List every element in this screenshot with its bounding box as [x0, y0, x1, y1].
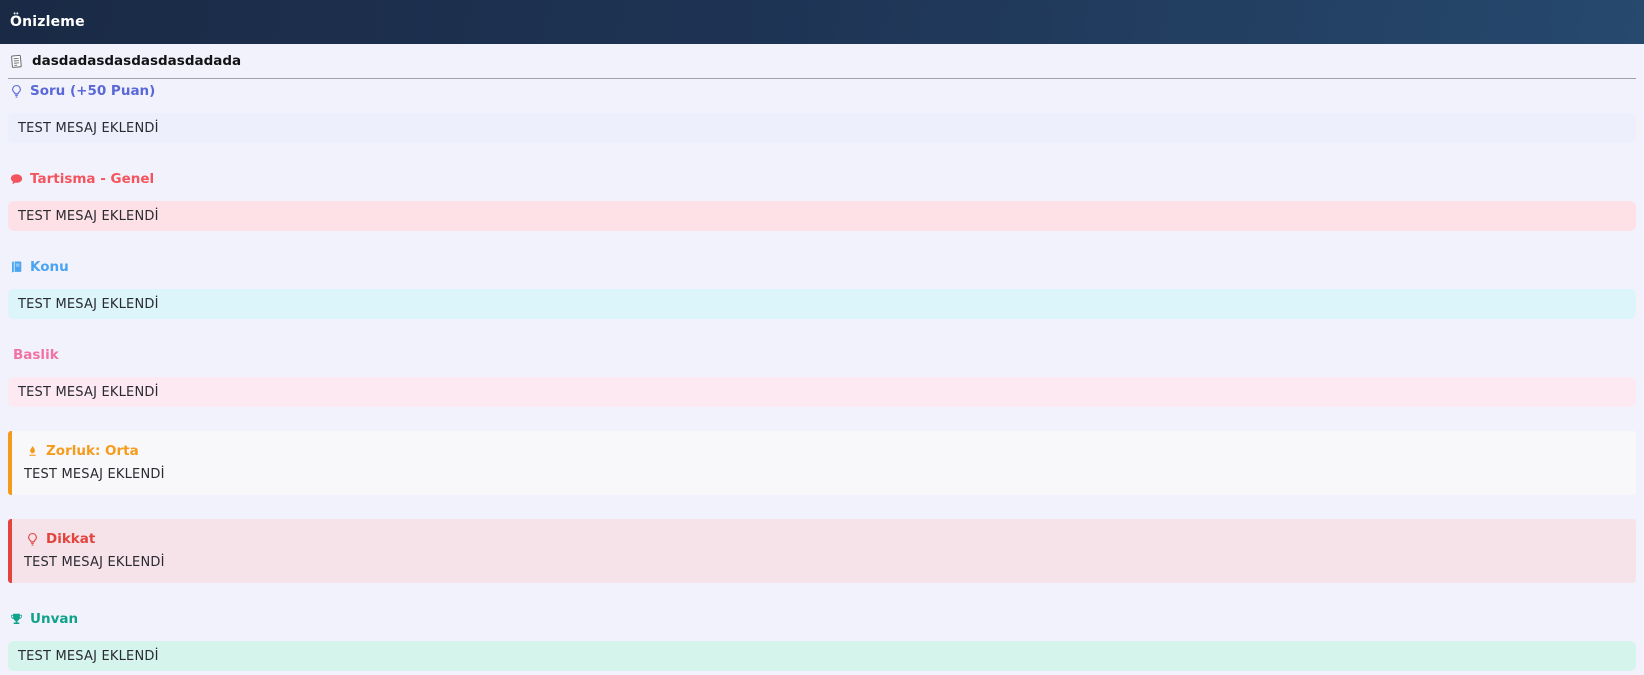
callout-dikkat: Dikkat TEST MESAJ EKLENDİ	[8, 519, 1636, 583]
lightbulb-icon	[8, 83, 24, 99]
section-soru: Soru (+50 Puan) TEST MESAJ EKLENDİ	[8, 79, 1636, 143]
speech-bubble-icon	[8, 171, 24, 187]
section-soru-header: Soru (+50 Puan)	[8, 83, 1636, 99]
callout-message: TEST MESAJ EKLENDİ	[24, 555, 165, 570]
section-label: Konu	[30, 259, 69, 275]
message-box: TEST MESAJ EKLENDİ	[8, 113, 1636, 143]
lightbulb-icon	[24, 531, 40, 547]
memo-icon	[8, 53, 24, 69]
callout-dikkat-header: Dikkat	[24, 531, 1636, 547]
section-konu: Konu TEST MESAJ EKLENDİ	[8, 255, 1636, 319]
section-label: Dikkat	[46, 531, 96, 547]
section-tartisma-header: Tartisma - Genel	[8, 171, 1636, 187]
message-box: TEST MESAJ EKLENDİ	[8, 201, 1636, 231]
callout-message: TEST MESAJ EKLENDİ	[24, 467, 165, 482]
section-label: Baslik	[13, 347, 59, 363]
panel-title: Önizleme	[10, 14, 85, 30]
flame-icon	[24, 443, 40, 459]
callout-zorluk-header: Zorluk: Orta	[24, 443, 1636, 459]
preview-content: dasdadasdasdasdasdadada Soru (+50 Puan) …	[0, 44, 1644, 671]
section-unvan: Unvan TEST MESAJ EKLENDİ	[8, 607, 1636, 671]
section-label: Tartisma - Genel	[30, 171, 155, 187]
document-title: dasdadasdasdasdasdadada	[32, 53, 242, 69]
section-baslik-header: Baslik	[8, 347, 1636, 363]
section-tartisma: Tartisma - Genel TEST MESAJ EKLENDİ	[8, 167, 1636, 231]
section-label: Soru (+50 Puan)	[30, 83, 156, 99]
message-box: TEST MESAJ EKLENDİ	[8, 641, 1636, 671]
book-icon	[8, 259, 24, 275]
section-label: Unvan	[30, 611, 79, 627]
section-baslik: Baslik TEST MESAJ EKLENDİ	[8, 343, 1636, 407]
section-unvan-header: Unvan	[8, 611, 1636, 627]
message-box: TEST MESAJ EKLENDİ	[8, 377, 1636, 407]
message-box: TEST MESAJ EKLENDİ	[8, 289, 1636, 319]
callout-zorluk: Zorluk: Orta TEST MESAJ EKLENDİ	[8, 431, 1636, 495]
document-title-row: dasdadasdasdasdasdadada	[8, 44, 1636, 79]
section-konu-header: Konu	[8, 259, 1636, 275]
section-label: Zorluk: Orta	[46, 443, 139, 459]
preview-panel-header: Önizleme	[0, 0, 1644, 44]
trophy-icon	[8, 611, 24, 627]
